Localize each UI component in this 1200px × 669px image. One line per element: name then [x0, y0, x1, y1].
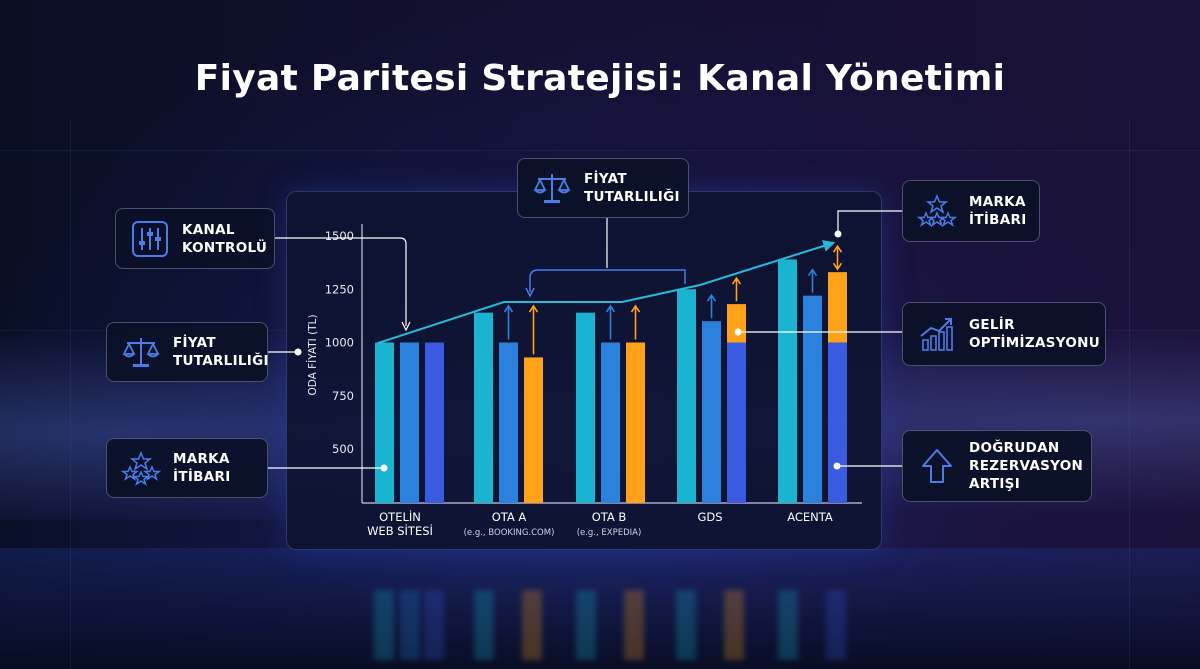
arrow-head: [706, 293, 717, 302]
callout-marka-itibari-right: MARKA İTİBARI: [902, 180, 1040, 242]
connector-dot: [834, 230, 842, 238]
connector-marka-right: [837, 210, 902, 232]
callout-kanal-kontrolu: KANAL KONTROLÜ: [115, 208, 275, 269]
x-tick-sublabel: (e.g., EXPEDIA): [577, 528, 642, 538]
callout-fiyat-tutarliligi-left: FİYAT TUTARLILIĞI: [106, 322, 269, 382]
callout-label: KANAL KONTROLÜ: [182, 221, 268, 256]
callout-dogrudan-rezervasyon: DOĞRUDAN REZERVASYON ARTIŞI: [902, 430, 1092, 502]
bar: [400, 342, 419, 503]
bar-reflection: [400, 590, 420, 660]
bar: [727, 304, 746, 503]
callout-label: GELİR OPTİMİZASYONU: [969, 317, 1100, 351]
growth-chart-icon: [920, 318, 953, 351]
floor-reflection: [0, 548, 1200, 669]
callout-label: MARKA İTİBARI: [173, 451, 231, 485]
arrow-head: [528, 304, 539, 313]
stars-icon: [121, 451, 161, 486]
x-tick-label: WEB SİTESİ: [367, 523, 433, 538]
arrow-head: [630, 304, 641, 313]
bar: [425, 342, 444, 503]
callout-gelir-optimizasyonu: GELİR OPTİMİZASYONU: [902, 302, 1106, 366]
arrow-up-icon: [922, 449, 952, 483]
bg-grid-line: [0, 150, 1200, 151]
bar-reflection: [474, 590, 494, 660]
arrow-head: [832, 262, 843, 271]
connector-dot: [380, 464, 388, 472]
x-tick-label: GDS: [697, 510, 722, 524]
trend-line: [377, 240, 836, 344]
stars-icon: [917, 194, 957, 227]
bar-reflection: [778, 590, 798, 660]
bar-increase-segment: [828, 272, 847, 343]
connector-dot: [294, 348, 302, 356]
bar-reflection: [624, 590, 644, 660]
page-title: Fiyat Paritesi Stratejisi: Kanal Yönetim…: [194, 58, 1006, 99]
callout-label: FİYAT TUTARLILIĞI: [584, 171, 680, 205]
x-tick-sublabel: (e.g., BOOKING.COM): [464, 528, 555, 538]
connector-arrow: [401, 321, 411, 332]
y-tick-label: 1500: [325, 229, 354, 243]
bg-grid-line: [70, 120, 71, 669]
bar-reflection: [576, 590, 596, 660]
arrow-head: [605, 304, 616, 313]
bar: [375, 342, 394, 503]
y-tick-label: 1250: [325, 282, 354, 296]
bar: [626, 342, 645, 503]
connector-dot: [833, 462, 841, 470]
bar-reflection: [724, 590, 744, 660]
arrow-head: [807, 268, 818, 277]
bar: [778, 259, 797, 503]
bar: [576, 312, 595, 503]
y-tick-label: 500: [332, 442, 354, 456]
bracket-line: [529, 269, 686, 292]
bar-reflection: [374, 590, 394, 660]
x-tick-label: ACENTA: [787, 510, 833, 524]
scale-icon: [122, 338, 160, 367]
callout-label: FİYAT TUTARLILIĞI: [173, 335, 269, 369]
bar: [524, 357, 543, 503]
y-tick-label: 1000: [325, 336, 354, 350]
bar: [601, 342, 620, 503]
bar-reflection: [826, 590, 846, 660]
x-tick-label: OTA A: [492, 510, 527, 524]
bar: [677, 289, 696, 503]
x-tick-label: OTELİN: [379, 509, 421, 524]
callout-label: DOĞRUDAN REZERVASYON ARTIŞI: [969, 440, 1084, 492]
bg-grid-line: [1129, 120, 1130, 669]
bar-increase-segment: [727, 304, 746, 343]
arrow-head: [731, 276, 742, 285]
y-tick-label: 750: [332, 389, 354, 403]
bar: [474, 312, 493, 503]
bar: [499, 342, 518, 503]
bar: [803, 295, 822, 503]
callout-label: MARKA İTİBARI: [969, 194, 1027, 228]
sliders-icon: [132, 220, 168, 257]
callout-fiyat-tutarliligi-top: FİYAT TUTARLILIĞI: [517, 158, 689, 218]
arrow-head: [503, 304, 514, 313]
y-axis-title: ODA FİYATI (TL): [306, 314, 319, 395]
connector-kanal: [275, 237, 407, 326]
scale-icon: [533, 174, 571, 203]
callout-marka-itibari-left: MARKA İTİBARI: [106, 438, 268, 498]
x-tick-label: OTA B: [592, 510, 627, 524]
connector-dot: [734, 328, 742, 336]
bracket-arrow: [525, 287, 535, 298]
bar-reflection: [424, 590, 444, 660]
bar-reflection: [522, 590, 542, 660]
bar: [702, 321, 721, 503]
bar-reflection: [676, 590, 696, 660]
